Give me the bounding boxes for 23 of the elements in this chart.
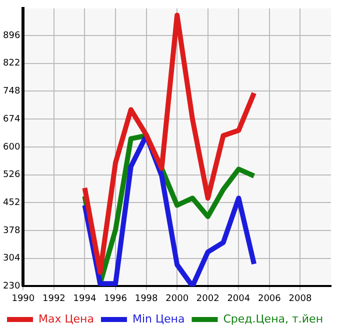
x-tick-label: 1990 [12, 294, 35, 304]
y-tick-label: 526 [2, 170, 20, 180]
x-tick-label: 2008 [288, 294, 312, 304]
y-tick-label: 600 [2, 142, 20, 152]
x-tick-label: 2006 [258, 294, 282, 304]
y-tick-label: 304 [2, 254, 20, 264]
x-tick-label: 1996 [104, 294, 128, 304]
y-tick-label: 822 [2, 58, 20, 69]
y-tick-label: 748 [2, 86, 20, 97]
y-tick-label: 230 [2, 282, 20, 292]
x-tick-label: 1994 [73, 294, 96, 304]
y-tick-label: 674 [2, 114, 20, 124]
y-tick-label: 452 [2, 198, 20, 208]
x-tick-label: 2000 [166, 294, 189, 304]
legend-label: Min Цена [132, 312, 185, 326]
x-tick-label: 1992 [42, 294, 66, 304]
x-tick-label: 2004 [227, 294, 250, 304]
x-tick-label: 2002 [196, 294, 220, 304]
legend-label: Сред.Цена, т.йен [223, 312, 324, 326]
legend-label: Max Цена [38, 312, 94, 326]
y-tick-label: 378 [2, 226, 20, 236]
x-tick-label: 1998 [134, 294, 158, 304]
y-tick-label: 896 [2, 30, 20, 41]
